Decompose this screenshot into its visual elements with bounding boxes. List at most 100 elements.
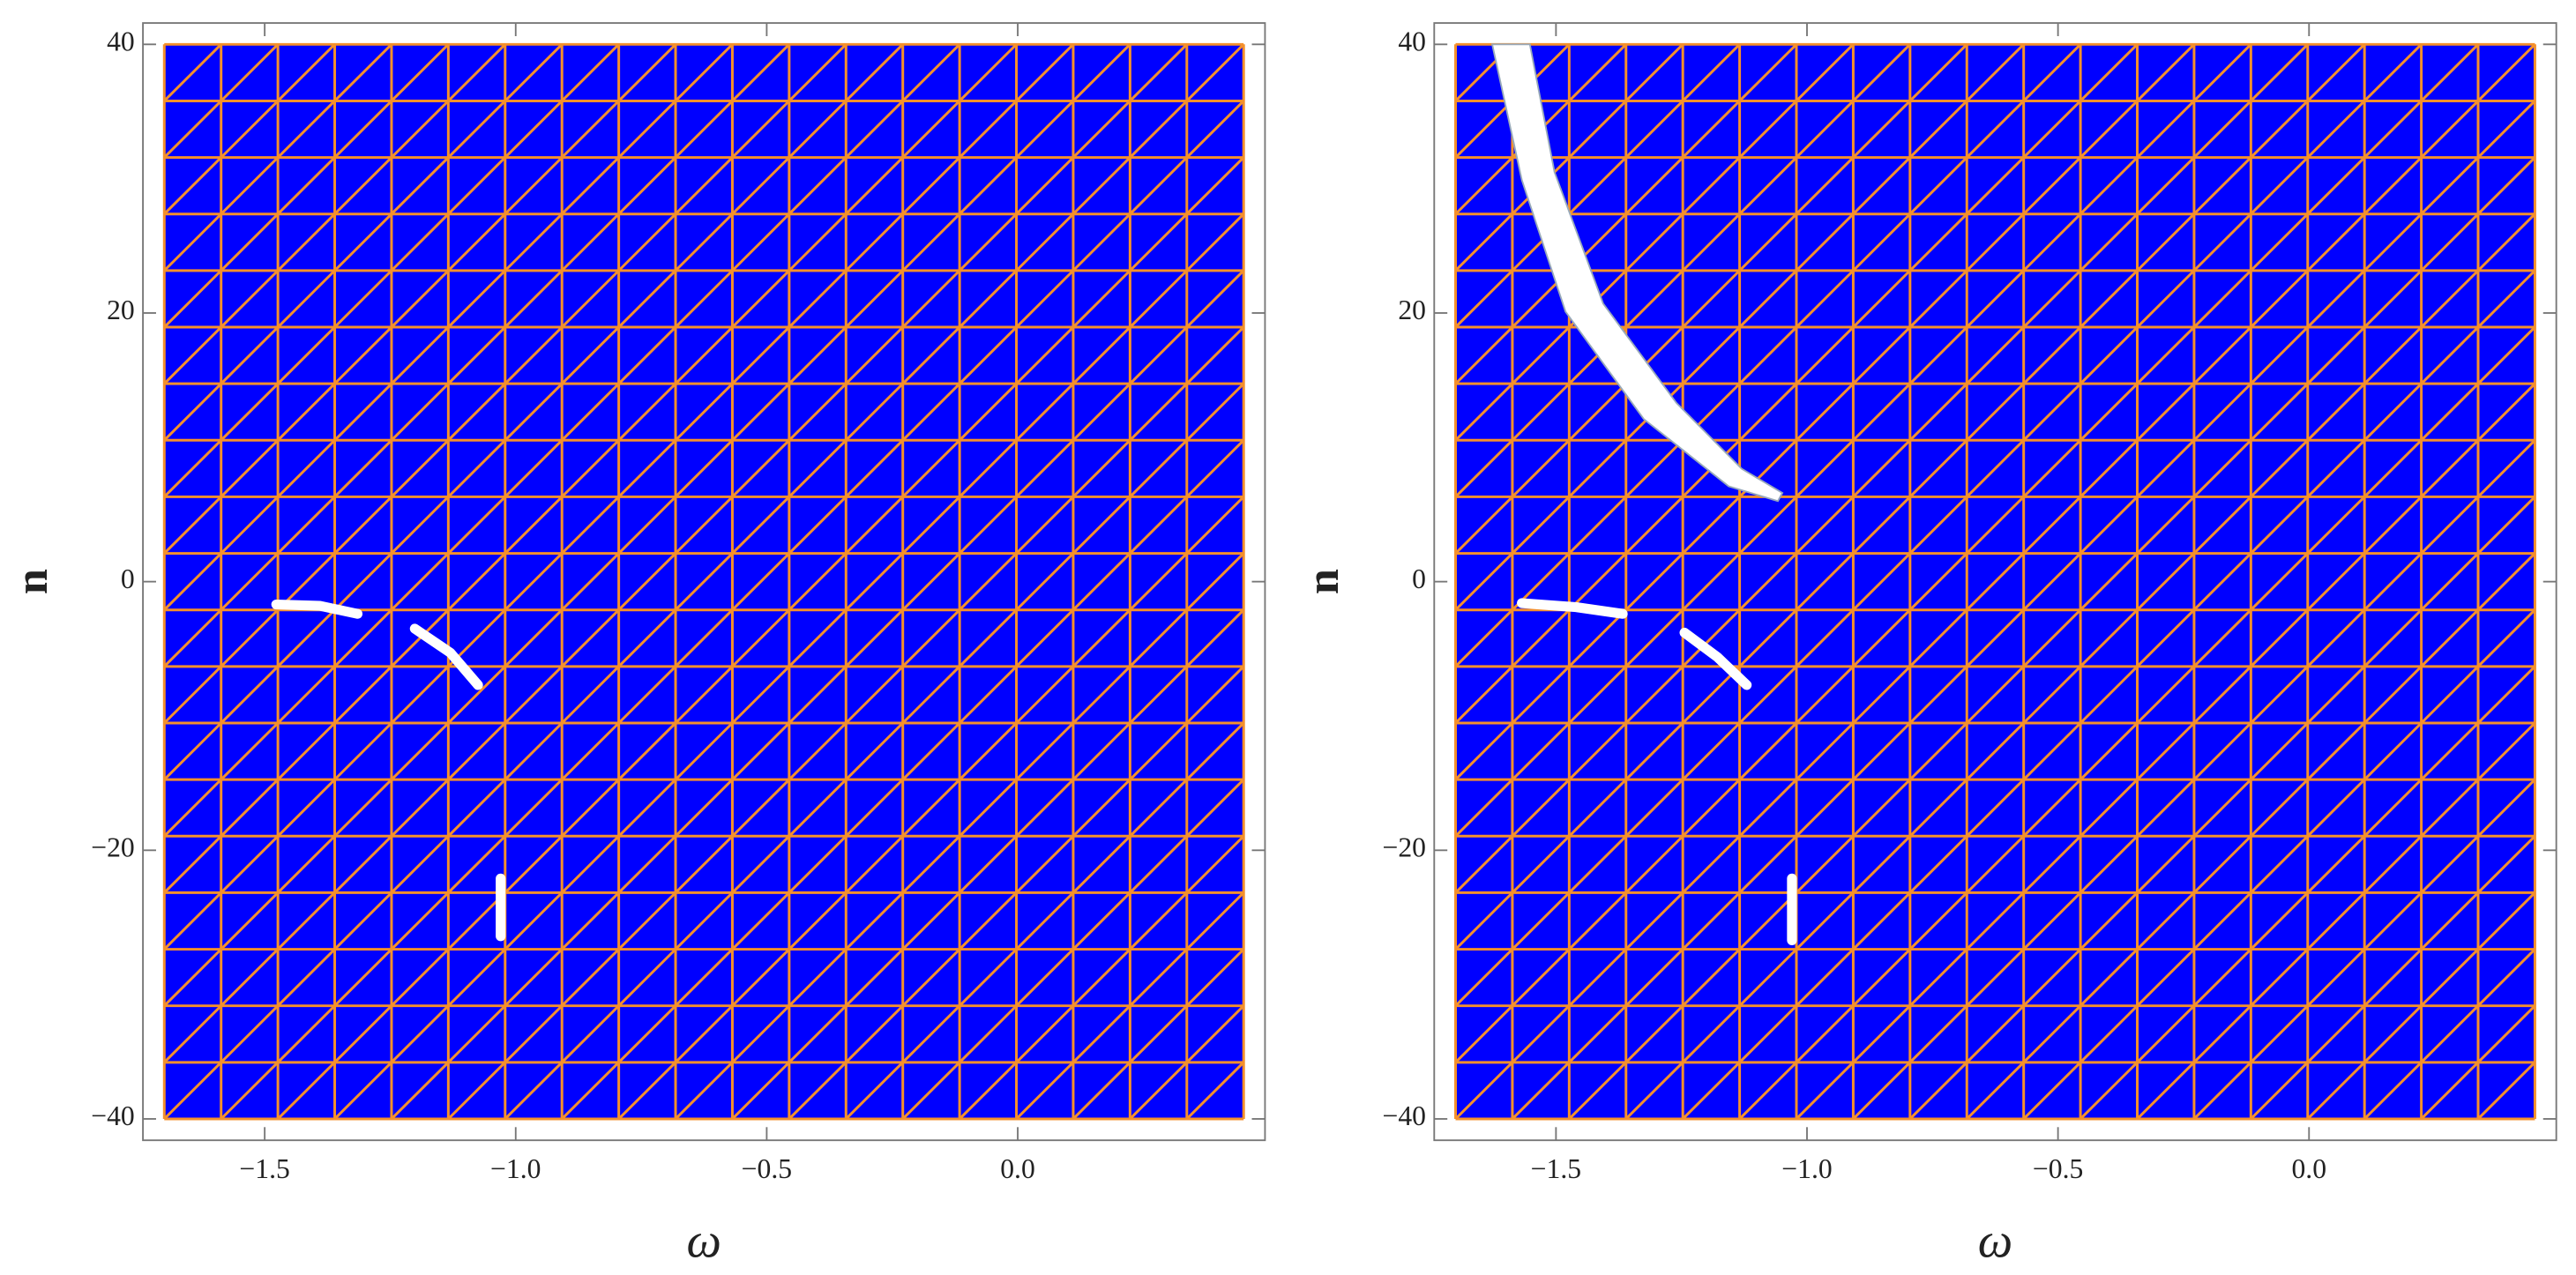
- mesh-line: [2136, 835, 2195, 894]
- mesh-line: [220, 1061, 280, 1121]
- mesh-line: [845, 100, 904, 159]
- mesh-line: [2250, 608, 2309, 667]
- mesh-line: [1015, 383, 1075, 442]
- mesh-line: [277, 156, 336, 215]
- mesh-line: [674, 552, 734, 611]
- mesh-line: [788, 212, 847, 272]
- mesh-line: [959, 156, 1018, 215]
- mesh-line: [2363, 496, 2423, 555]
- mesh-line: [1071, 496, 1131, 555]
- mesh-line: [2363, 269, 2423, 329]
- mesh-line: [1454, 1004, 1513, 1063]
- mesh-line: [1454, 779, 1513, 838]
- mesh-line: [1454, 100, 1513, 159]
- mesh-line: [617, 665, 677, 725]
- mesh-line: [277, 665, 336, 725]
- mesh-line: [504, 835, 564, 894]
- mesh-line: [1908, 721, 1968, 781]
- mesh-line: [1454, 552, 1513, 611]
- mesh-line: [1908, 779, 1968, 838]
- mesh-line: [333, 835, 393, 894]
- mesh-line: [731, 156, 790, 215]
- y-tick-label: 40: [107, 26, 135, 57]
- mesh-line: [788, 552, 847, 611]
- mesh-line: [1795, 439, 1855, 498]
- mesh-line: [447, 383, 506, 442]
- mesh-line: [2250, 325, 2309, 385]
- mesh-line: [1015, 721, 1075, 781]
- mesh-line: [220, 43, 280, 102]
- mesh-line: [1129, 325, 1188, 385]
- mesh-line: [1852, 948, 1911, 1007]
- mesh-line: [2476, 439, 2536, 498]
- mesh-line: [1511, 1004, 1571, 1063]
- mesh-line: [2192, 552, 2252, 611]
- mesh-line: [390, 100, 450, 159]
- mesh-line: [1966, 721, 2025, 781]
- mesh-line: [1966, 665, 2025, 725]
- mesh-line: [333, 156, 393, 215]
- mesh-line: [561, 608, 620, 667]
- mesh-line: [1568, 383, 1627, 442]
- mesh-line: [333, 948, 393, 1007]
- mesh-line: [447, 156, 506, 215]
- mesh-line: [2079, 325, 2139, 385]
- x-tick-label: −0.5: [742, 1153, 792, 1184]
- mesh-line: [1454, 835, 1513, 894]
- mesh-line: [1682, 43, 1741, 102]
- mesh-line: [1682, 891, 1741, 951]
- mesh-line: [901, 325, 961, 385]
- mesh-line: [901, 835, 961, 894]
- mesh-line: [1015, 1061, 1075, 1121]
- mesh-line: [1511, 779, 1571, 838]
- mesh-line: [333, 269, 393, 329]
- mesh-line: [1624, 665, 1684, 725]
- mesh-line: [959, 608, 1018, 667]
- mesh-line: [1129, 439, 1188, 498]
- mesh-line: [959, 1061, 1018, 1121]
- mesh-line: [1738, 212, 1798, 272]
- mesh-line: [2476, 212, 2536, 272]
- mesh-line: [2363, 948, 2423, 1007]
- mesh-line: [2022, 325, 2082, 385]
- mesh-line: [220, 100, 280, 159]
- mesh-line: [390, 891, 450, 951]
- mesh-line: [2476, 325, 2536, 385]
- mesh-line: [1071, 156, 1131, 215]
- mesh-line: [1624, 948, 1684, 1007]
- mesh-line: [617, 835, 677, 894]
- mesh-line: [617, 721, 677, 781]
- mesh-line: [1624, 1061, 1684, 1121]
- mesh-line: [1682, 100, 1741, 159]
- mesh-line: [1185, 948, 1245, 1007]
- mesh-line: [447, 948, 506, 1007]
- mesh-line: [1071, 948, 1131, 1007]
- mesh-line: [1624, 439, 1684, 498]
- mesh-line: [333, 325, 393, 385]
- mesh-line: [1185, 383, 1245, 442]
- mesh-line: [2136, 100, 2195, 159]
- mesh-line: [2420, 269, 2480, 329]
- mesh-line: [2192, 212, 2252, 272]
- mesh-line: [2192, 665, 2252, 725]
- mesh-line: [788, 608, 847, 667]
- mesh-line: [1682, 325, 1741, 385]
- mesh-line: [1454, 1061, 1513, 1121]
- mesh-line: [561, 325, 620, 385]
- mesh-line: [2079, 496, 2139, 555]
- x-tick-label: −1.0: [1781, 1153, 1832, 1184]
- mesh-line: [2363, 1004, 2423, 1063]
- mesh-line: [2079, 383, 2139, 442]
- mesh-line: [1185, 439, 1245, 498]
- mesh-line: [163, 1061, 222, 1121]
- mesh-line: [277, 948, 336, 1007]
- mesh-line: [1682, 779, 1741, 838]
- mesh-line: [390, 212, 450, 272]
- mesh-line: [390, 835, 450, 894]
- mesh-line: [1908, 269, 1968, 329]
- mesh-line: [1852, 383, 1911, 442]
- mesh-line: [845, 835, 904, 894]
- mesh-line: [1966, 1004, 2025, 1063]
- mesh-line: [1071, 608, 1131, 667]
- mesh-line: [2476, 156, 2536, 215]
